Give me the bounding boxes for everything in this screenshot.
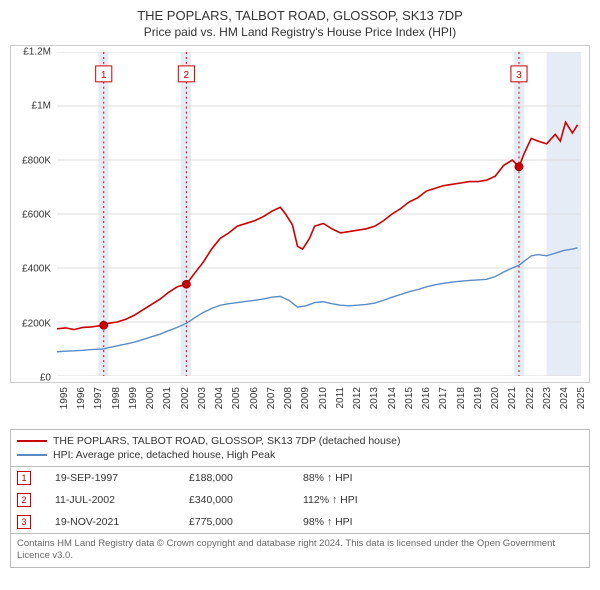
x-tick-label: 2021 bbox=[507, 387, 518, 417]
x-tick-label: 1997 bbox=[93, 387, 104, 417]
x-tick-label: 2015 bbox=[404, 387, 415, 417]
marker-ratio: 112% ↑ HPI bbox=[303, 494, 413, 506]
legend: THE POPLARS, TALBOT ROAD, GLOSSOP, SK13 … bbox=[10, 429, 590, 467]
marker-index-badge: 2 bbox=[17, 493, 31, 507]
legend-swatch bbox=[17, 454, 47, 456]
x-tick-label: 1996 bbox=[76, 387, 87, 417]
x-tick-label: 2001 bbox=[162, 387, 173, 417]
marker-date: 19-NOV-2021 bbox=[55, 516, 165, 528]
x-tick-label: 2014 bbox=[387, 387, 398, 417]
attribution: Contains HM Land Registry data © Crown c… bbox=[10, 534, 590, 568]
x-tick-label: 2010 bbox=[318, 387, 329, 417]
x-tick-label: 2002 bbox=[180, 387, 191, 417]
marker-row: 3 19-NOV-2021 £775,000 98% ↑ HPI bbox=[11, 511, 589, 533]
legend-label: HPI: Average price, detached house, High… bbox=[53, 449, 275, 461]
marker-price: £340,000 bbox=[189, 494, 279, 506]
x-tick-label: 2019 bbox=[473, 387, 484, 417]
x-tick-label: 2012 bbox=[352, 387, 363, 417]
marker-row: 2 11-JUL-2002 £340,000 112% ↑ HPI bbox=[11, 489, 589, 511]
y-tick-label: £0 bbox=[40, 373, 51, 384]
x-tick-label: 2009 bbox=[300, 387, 311, 417]
x-tick-label: 1999 bbox=[128, 387, 139, 417]
legend-row: THE POPLARS, TALBOT ROAD, GLOSSOP, SK13 … bbox=[17, 434, 583, 448]
x-tick-label: 2008 bbox=[283, 387, 294, 417]
x-tick-label: 2007 bbox=[266, 387, 277, 417]
x-tick-label: 2003 bbox=[197, 387, 208, 417]
y-tick-label: £200K bbox=[22, 318, 51, 329]
marker-index-badge: 3 bbox=[17, 515, 31, 529]
y-tick-label: £800K bbox=[22, 155, 51, 166]
marker-date: 11-JUL-2002 bbox=[55, 494, 165, 506]
chart-title: THE POPLARS, TALBOT ROAD, GLOSSOP, SK13 … bbox=[10, 8, 590, 23]
y-tick-label: £600K bbox=[22, 210, 51, 221]
svg-text:1: 1 bbox=[101, 70, 107, 81]
x-tick-label: 2022 bbox=[525, 387, 536, 417]
legend-swatch bbox=[17, 440, 47, 442]
x-tick-label: 2013 bbox=[369, 387, 380, 417]
x-tick-label: 2006 bbox=[249, 387, 260, 417]
marker-price: £188,000 bbox=[189, 472, 279, 484]
x-tick-label: 2017 bbox=[438, 387, 449, 417]
marker-price: £775,000 bbox=[189, 516, 279, 528]
y-axis: £0£200K£400K£600K£800K£1M£1.2M bbox=[11, 52, 55, 376]
x-tick-label: 2011 bbox=[335, 387, 346, 417]
x-tick-label: 2004 bbox=[214, 387, 225, 417]
x-axis: 1995 1996 1997 1998 1999 2000 2001 2002 2003 2004… bbox=[10, 387, 590, 427]
x-tick-label: 2018 bbox=[456, 387, 467, 417]
legend-row: HPI: Average price, detached house, High… bbox=[17, 448, 583, 462]
x-tick-label: 2016 bbox=[421, 387, 432, 417]
marker-date: 19-SEP-1997 bbox=[55, 472, 165, 484]
x-tick-label: 2005 bbox=[231, 387, 242, 417]
x-tick-label: 2020 bbox=[490, 387, 501, 417]
chart-area: £0 £200K £400K £600K £800K £1M £1.2M 1 2 3 bbox=[10, 45, 590, 383]
x-tick-label: 2025 bbox=[576, 387, 587, 417]
y-tick-label: £400K bbox=[22, 264, 51, 275]
x-tick-label: 1998 bbox=[111, 387, 122, 417]
marker-row: 1 19-SEP-1997 £188,000 88% ↑ HPI bbox=[11, 467, 589, 489]
marker-ratio: 98% ↑ HPI bbox=[303, 516, 413, 528]
x-tick-label: 2000 bbox=[145, 387, 156, 417]
plot-region: 1 2 3 bbox=[57, 52, 581, 376]
chart-subtitle: Price paid vs. HM Land Registry's House … bbox=[10, 25, 590, 39]
y-tick-label: £1.2M bbox=[23, 47, 51, 58]
legend-label: THE POPLARS, TALBOT ROAD, GLOSSOP, SK13 … bbox=[53, 435, 400, 447]
marker-table: 1 19-SEP-1997 £188,000 88% ↑ HPI 2 11-JUL-200… bbox=[10, 467, 590, 534]
svg-text:2: 2 bbox=[184, 70, 190, 81]
x-tick-label: 1995 bbox=[59, 387, 70, 417]
y-tick-label: £1M bbox=[32, 101, 51, 112]
svg-text:3: 3 bbox=[516, 70, 522, 81]
marker-index-badge: 1 bbox=[17, 471, 31, 485]
x-tick-label: 2024 bbox=[559, 387, 570, 417]
marker-ratio: 88% ↑ HPI bbox=[303, 472, 413, 484]
x-tick-label: 2023 bbox=[542, 387, 553, 417]
